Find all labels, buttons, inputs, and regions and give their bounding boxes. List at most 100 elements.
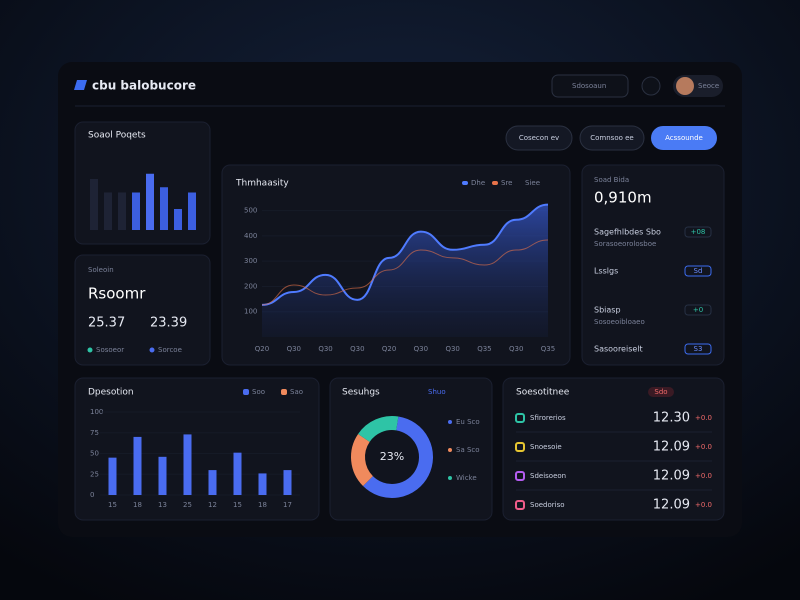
x-tick-label: 18 [258,501,267,509]
bar [160,187,168,230]
row-delta: +0.0 [695,501,712,509]
x-tick-label: 18 [133,501,142,509]
bar [146,173,154,230]
y-tick-label: 100 [90,408,103,416]
bar [208,470,217,495]
y-tick-label: 50 [90,450,99,458]
row-name: Sfirorerios [530,414,566,422]
badge-text: Sdo [654,388,667,396]
user-name: Seoce [698,82,719,90]
badge [684,265,712,277]
donut-segment [351,433,374,486]
button[interactable] [651,126,717,150]
legend-label: Soo [252,388,265,396]
row-name: Soedoriso [530,501,565,509]
y-tick-label: 300 [244,257,257,265]
item-label: Sagefhlbdes Sbo [594,228,661,237]
card [74,377,320,521]
bar [158,456,167,495]
row-value: 12.09 [653,440,690,455]
bar [132,192,140,230]
logo [74,80,87,90]
x-tick-label: Q20 [382,345,396,353]
legend-swatch [281,389,287,395]
row-delta: +0.0 [695,414,712,422]
card-title: Soaol Poqets [88,131,146,141]
heading: Rsoomr [88,285,146,303]
search-placeholder: Sdosoaun [572,82,606,90]
stat-label: Sorcoe [158,346,182,354]
row-value: 12.09 [653,498,690,513]
line [261,239,549,306]
item-label: Sasooreiselt [594,345,643,354]
badge [684,226,712,238]
button-label: Comnsoo ee [590,134,633,142]
stat-dot [87,347,93,353]
x-tick-label: 15 [108,501,117,509]
button-label: Acssounde [665,134,703,142]
card-title: Thmhaasity [235,179,289,189]
note: Siee [525,179,540,187]
donut-segment [358,416,399,443]
bar [183,434,192,495]
legend-label: Eu Sco [456,418,480,426]
bar [104,192,112,230]
card [74,254,211,366]
badge-text: S3 [694,345,703,353]
area [262,204,548,337]
stat-dot [149,347,155,353]
item-sub: Sorasoeorolosboe [594,240,656,248]
bar [188,192,196,230]
button[interactable] [505,125,573,151]
row-icon [515,413,525,423]
badge-text: +0 [693,306,703,314]
legend-swatch [462,181,468,185]
row-icon [515,471,525,481]
bar [133,436,142,495]
item-label: Sbiasp [594,306,621,315]
row-value: 12.09 [653,469,690,484]
button[interactable] [579,125,645,151]
x-tick-label: Q30 [445,345,459,353]
search[interactable] [551,74,629,98]
notifications[interactable] [641,76,661,96]
card-title: Sesuhgs [342,388,380,398]
row-name: Snoesoie [530,443,562,451]
y-tick-label: 100 [244,308,257,316]
row-delta: +0.0 [695,443,712,451]
legend-label: Sre [501,179,512,187]
x-tick-label: 15 [233,501,242,509]
y-tick-label: 200 [244,282,257,290]
stat-value: 23.39 [150,316,187,331]
legend-label: Sao [290,388,303,396]
bar [174,209,182,230]
x-tick-label: Q30 [509,345,523,353]
note: Shuo [428,388,446,396]
bar [108,457,117,495]
legend-dot [448,476,452,480]
item-sub: Sosoeoibloaeo [594,318,645,326]
card [502,377,725,521]
legend-label: Sa Sco [456,446,480,454]
y-tick-label: 400 [244,232,257,240]
x-tick-label: Q20 [255,345,269,353]
badge [648,387,674,397]
stat-label: Sosoeor [96,346,124,354]
legend-dot [448,420,452,424]
donut-segment [363,416,433,498]
legend-swatch [492,181,498,185]
y-tick-label: 25 [90,470,99,478]
y-tick-label: 0 [90,491,94,499]
y-tick-label: 75 [90,429,99,437]
y-tick-label: 500 [244,207,257,215]
x-tick-label: 17 [283,501,292,509]
x-tick-label: 13 [158,501,167,509]
donut-center: 23% [380,450,404,463]
brand: cbu balobucore [92,79,196,93]
card-title: Soleoin [88,266,114,274]
x-tick-label: Q30 [414,345,428,353]
x-tick-label: Q30 [350,345,364,353]
legend-label: Dhe [471,179,485,187]
